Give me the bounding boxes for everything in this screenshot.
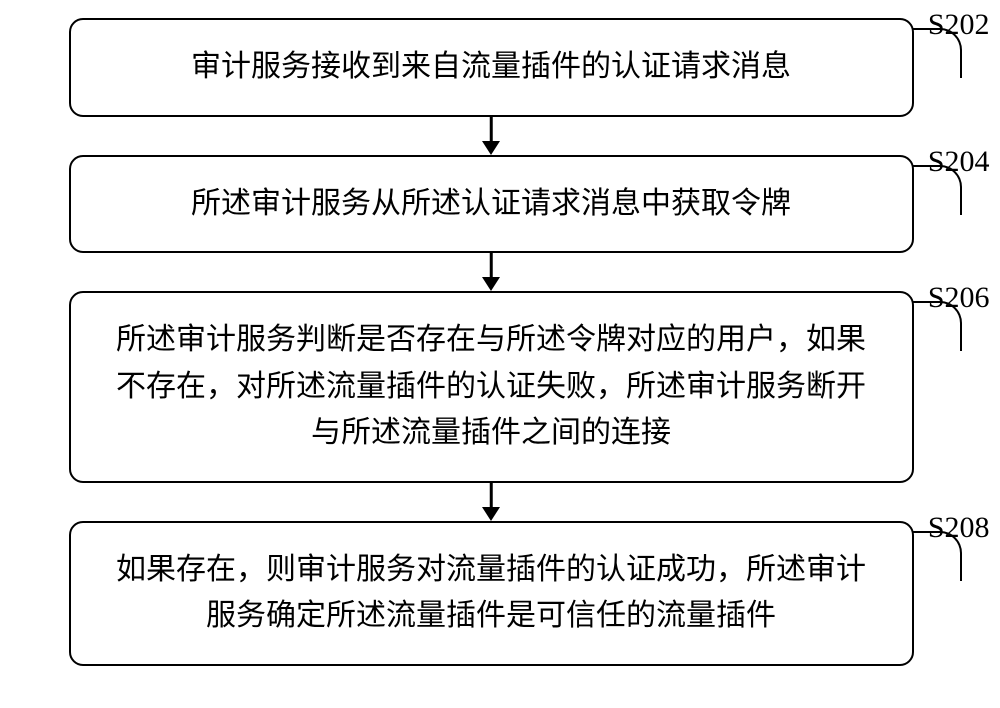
step-text: 审计服务接收到来自流量插件的认证请求消息 — [191, 44, 791, 91]
step-label: S202 — [928, 8, 990, 42]
step-label: S206 — [928, 281, 990, 315]
step-text: 所述审计服务判断是否存在与所述令牌对应的用户，如果不存在，对所述流量插件的认证失… — [107, 317, 876, 457]
step-text: 所述审计服务从所述认证请求消息中获取令牌 — [191, 181, 791, 228]
flow-node-s202: S202 审计服务接收到来自流量插件的认证请求消息 — [69, 18, 914, 117]
step-label: S204 — [928, 145, 990, 179]
flow-node-s208: S208 如果存在，则审计服务对流量插件的认证成功，所述审计服务确定所述流量插件… — [69, 521, 914, 666]
flow-node-s204: S204 所述审计服务从所述认证请求消息中获取令牌 — [69, 155, 914, 254]
flowchart-container: S202 审计服务接收到来自流量插件的认证请求消息 S204 所述审计服务从所述… — [56, 18, 926, 666]
step-label: S208 — [928, 511, 990, 545]
flow-node-s206: S206 所述审计服务判断是否存在与所述令牌对应的用户，如果不存在，对所述流量插… — [69, 291, 914, 483]
step-text: 如果存在，则审计服务对流量插件的认证成功，所述审计服务确定所述流量插件是可信任的… — [107, 547, 876, 640]
